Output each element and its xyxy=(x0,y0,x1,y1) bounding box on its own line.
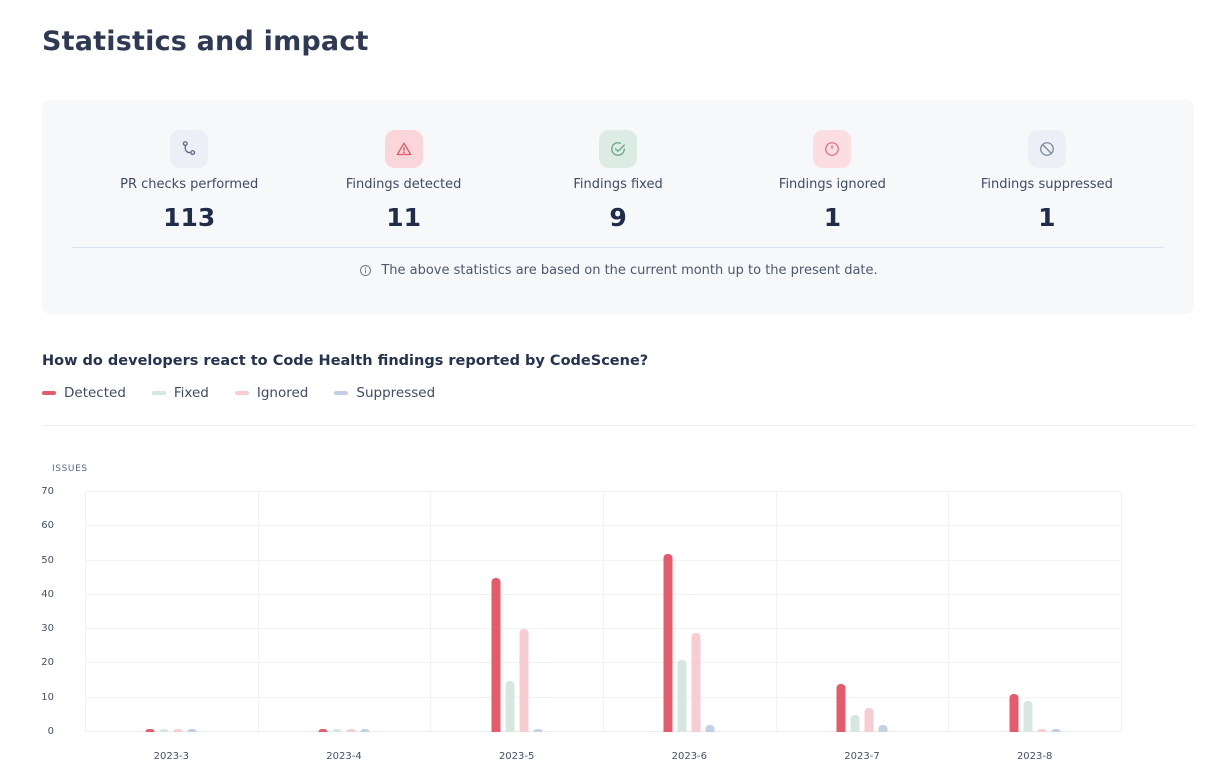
section-divider xyxy=(42,425,1194,426)
panel-divider xyxy=(72,247,1164,248)
gridline-vertical xyxy=(430,492,432,732)
y-tick-label: 40 xyxy=(41,588,54,600)
bar-suppressed-2023-8[interactable] xyxy=(1051,728,1061,732)
y-tick-label: 60 xyxy=(41,520,54,532)
stat-findings-fixed: Findings fixed 9 xyxy=(511,130,725,232)
stat-value: 113 xyxy=(163,203,216,232)
legend-label: Suppressed xyxy=(356,385,436,401)
ban-icon xyxy=(1027,130,1066,168)
x-tick-label: 2023-7 xyxy=(844,751,880,762)
bar-group-2023-4 xyxy=(318,728,370,732)
gridline-vertical xyxy=(948,492,950,732)
legend-item-fixed[interactable]: Fixed xyxy=(151,385,209,401)
gridline-vertical xyxy=(85,492,86,732)
bar-ignored-2023-8[interactable] xyxy=(1037,728,1047,732)
x-tick-label: 2023-8 xyxy=(1016,751,1053,762)
y-tick-label: 50 xyxy=(41,554,54,566)
bar-detected-2023-4[interactable] xyxy=(318,728,328,732)
stat-value: 1 xyxy=(823,203,842,232)
bar-group-2023-7 xyxy=(836,684,888,732)
legend-item-detected[interactable]: Detected xyxy=(42,385,126,401)
bar-group-2023-8 xyxy=(1009,694,1061,732)
legend-label: Ignored xyxy=(256,385,309,401)
y-tick-label: 0 xyxy=(47,726,54,737)
gridline-vertical xyxy=(1121,492,1122,732)
legend-swatch xyxy=(334,391,349,395)
stats-row: PR checks performed 113 Findings detecte… xyxy=(42,100,1194,232)
y-tick-label: 10 xyxy=(41,691,54,703)
bar-fixed-2023-8[interactable] xyxy=(1023,701,1033,732)
legend-swatch xyxy=(151,391,166,395)
y-tick-label: 20 xyxy=(41,657,54,669)
gridline-vertical xyxy=(603,492,604,732)
stats-panel: PR checks performed 113 Findings detecte… xyxy=(42,100,1194,314)
bar-detected-2023-3[interactable] xyxy=(145,728,155,732)
alert-circle-icon xyxy=(813,130,852,168)
bar-suppressed-2023-7[interactable] xyxy=(878,725,888,732)
stat-findings-ignored: Findings ignored 1 xyxy=(725,130,939,232)
bar-ignored-2023-3[interactable] xyxy=(173,728,183,732)
legend-label: Detected xyxy=(64,385,126,401)
bar-group-2023-3 xyxy=(145,728,197,732)
bar-group-2023-5 xyxy=(491,577,543,732)
stat-findings-suppressed: Findings suppressed 1 xyxy=(940,130,1154,232)
bar-ignored-2023-5[interactable] xyxy=(519,629,529,732)
y-axis: 0 10 20 30 40 50 60 70 xyxy=(18,486,76,737)
bar-detected-2023-7[interactable] xyxy=(836,684,846,732)
y-tick-label: 30 xyxy=(41,623,54,635)
gridline-vertical xyxy=(257,492,259,732)
bar-fixed-2023-5[interactable] xyxy=(505,680,515,732)
bar-fixed-2023-4[interactable] xyxy=(332,728,342,732)
legend-swatch xyxy=(42,391,56,395)
x-tick-label: 2023-4 xyxy=(326,751,362,762)
stat-label: Findings ignored xyxy=(778,177,886,192)
warning-triangle-icon xyxy=(384,130,423,168)
stat-label: PR checks performed xyxy=(120,177,259,192)
section-heading: How do developers react to Code Health f… xyxy=(42,353,649,369)
bar-suppressed-2023-3[interactable] xyxy=(187,728,197,732)
stat-label: Findings suppressed xyxy=(980,177,1113,192)
check-circle-icon xyxy=(599,130,638,168)
legend-item-ignored[interactable]: Ignored xyxy=(234,385,309,401)
bar-ignored-2023-6[interactable] xyxy=(691,632,701,732)
bar-detected-2023-8[interactable] xyxy=(1009,694,1019,732)
stats-note: The above statistics are based on the cu… xyxy=(42,263,1194,278)
stat-findings-detected: Findings detected 11 xyxy=(296,130,510,232)
stats-note-text: The above statistics are based on the cu… xyxy=(381,263,878,278)
chart-legend: Detected Fixed Ignored Suppressed xyxy=(42,385,435,401)
legend-item-suppressed[interactable]: Suppressed xyxy=(334,385,435,401)
bar-suppressed-2023-6[interactable] xyxy=(705,725,715,732)
bar-group-2023-6 xyxy=(663,553,715,732)
stat-label: Findings detected xyxy=(345,177,462,192)
stat-label: Findings fixed xyxy=(573,177,663,192)
info-icon xyxy=(360,265,372,276)
pull-request-icon xyxy=(170,130,209,168)
x-axis: 2023-3 2023-4 2023-5 2023-6 2023-7 2023-8 xyxy=(85,751,1121,767)
bar-detected-2023-6[interactable] xyxy=(663,553,673,732)
gridline-vertical xyxy=(775,492,777,732)
plot-area xyxy=(85,491,1122,732)
bar-fixed-2023-3[interactable] xyxy=(159,728,169,732)
bar-fixed-2023-7[interactable] xyxy=(850,714,860,732)
stat-value: 9 xyxy=(609,203,627,232)
bar-fixed-2023-6[interactable] xyxy=(677,660,687,732)
bar-suppressed-2023-5[interactable] xyxy=(533,728,543,732)
stat-value: 11 xyxy=(386,203,421,232)
x-tick-label: 2023-6 xyxy=(671,751,708,762)
page-title: Statistics and impact xyxy=(42,26,369,57)
gridline-horizontal xyxy=(85,491,1121,492)
legend-swatch xyxy=(234,391,249,395)
stat-value: 1 xyxy=(1038,203,1056,232)
stat-pr-checks: PR checks performed 113 xyxy=(82,130,296,232)
bar-suppressed-2023-4[interactable] xyxy=(360,728,370,732)
legend-label: Fixed xyxy=(173,385,209,401)
x-tick-label: 2023-3 xyxy=(153,751,190,762)
y-tick-label: 70 xyxy=(41,486,54,497)
bar-ignored-2023-4[interactable] xyxy=(346,728,356,732)
bar-detected-2023-5[interactable] xyxy=(491,577,501,732)
bar-ignored-2023-7[interactable] xyxy=(864,708,874,732)
y-axis-title: ISSUES xyxy=(52,464,88,474)
x-tick-label: 2023-5 xyxy=(498,751,535,762)
